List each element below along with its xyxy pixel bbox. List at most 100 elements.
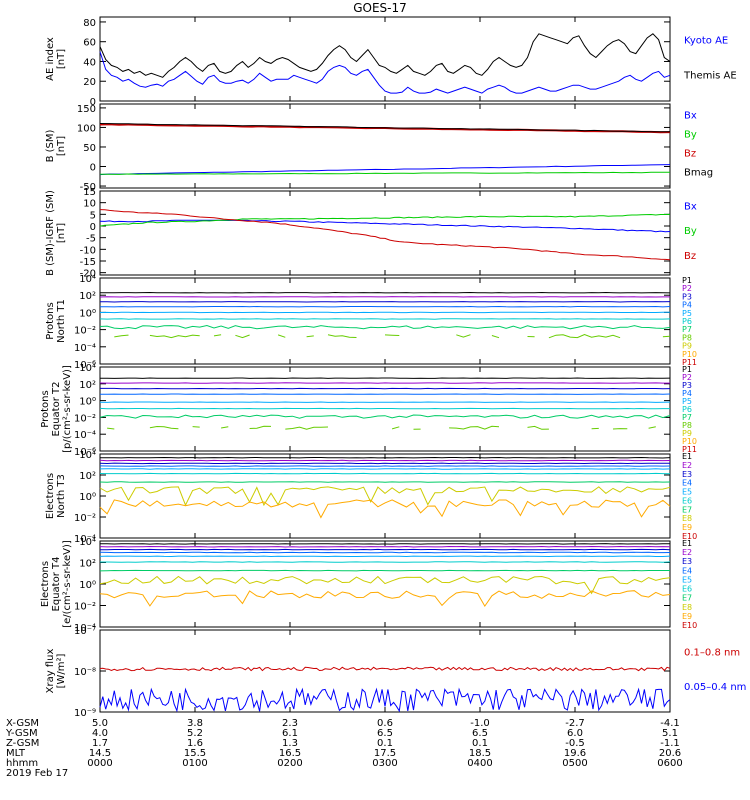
legend-entry: E7 xyxy=(682,594,692,603)
y-tick-label: 10⁻² xyxy=(74,513,96,524)
series-line-channel-9 xyxy=(99,499,671,519)
panel-xray: 10⁻⁷ 10⁻⁸ 10⁻⁹ Xray flux [W/m²] 0.1–0.8 nm 0.0… xyxy=(45,626,746,719)
series-line-channel-7 xyxy=(99,569,670,572)
legend-entry: E6 xyxy=(682,496,692,505)
panel-frame xyxy=(99,453,671,539)
series-line-channel-8 xyxy=(391,426,400,430)
legend-entry: Bx xyxy=(684,110,697,121)
series-line-by xyxy=(99,171,671,175)
y-tick-label: 10⁴ xyxy=(79,537,96,548)
series-line-channel-9 xyxy=(99,590,671,608)
y-tick-label: 10² xyxy=(79,291,96,302)
y-tick-label: 10² xyxy=(79,471,96,482)
y-tick-label: 10⁻² xyxy=(74,413,96,424)
series-line-channel-8 xyxy=(548,333,621,339)
panel-frame xyxy=(99,277,671,365)
legend-entry: P7 xyxy=(682,413,692,422)
xaxis-tick-label: -2.7 xyxy=(565,718,585,729)
legend-entry: P7 xyxy=(682,325,692,334)
y-axis-label: AE index xyxy=(45,37,56,81)
y-axis-label: [W/m²] xyxy=(56,653,67,688)
panel-ae: 0 20 40 60 80 AE index [nT] Kyoto AE Themis AE xyxy=(45,16,737,108)
xaxis-tick-label: 0600 xyxy=(657,758,682,769)
y-tick-label: 10⁻⁴ xyxy=(74,343,96,354)
xaxis-tick-label: 1.3 xyxy=(282,738,298,749)
y-axis-label: [e/(cm²-s-sr-keV)] xyxy=(62,540,73,628)
xaxis-tick-label: 0000 xyxy=(87,758,112,769)
y-tick-label: -50 xyxy=(80,182,96,193)
legend-entry: E2 xyxy=(682,548,692,557)
legend-entry: P2 xyxy=(682,284,692,293)
series-line-channel-8 xyxy=(221,426,229,429)
legend-entry: E4 xyxy=(682,479,692,488)
y-tick-label: 10⁻⁶ xyxy=(74,447,96,458)
legend-entry: P9 xyxy=(682,429,692,438)
legend-entry: P10 xyxy=(682,437,697,446)
legend-entry: E1 xyxy=(682,452,692,461)
xaxis-row-label: Z-GSM xyxy=(6,738,39,749)
xaxis-tick-label: -1.0 xyxy=(470,718,490,729)
y-tick-label: 10² xyxy=(79,559,96,570)
series-line-channel-8 xyxy=(192,426,200,428)
series-line-channel-8 xyxy=(235,334,250,339)
legend-entry: E9 xyxy=(682,612,692,621)
series-line-channel-8 xyxy=(107,427,115,430)
series-line-long xyxy=(99,666,671,672)
legend-entry: P3 xyxy=(682,381,692,390)
y-tick-label: 10⁴ xyxy=(79,274,96,285)
y-axis-label: [nT] xyxy=(56,223,67,243)
y-tick-label: 0 xyxy=(90,163,96,174)
legend-entry: P6 xyxy=(682,317,692,326)
series-line-channel-7 xyxy=(99,324,671,330)
legend-entry: E4 xyxy=(682,566,692,575)
xaxis-tick-label: 0300 xyxy=(372,758,397,769)
y-axis-label: Protons xyxy=(40,390,51,427)
y-tick-label: 15 xyxy=(83,187,96,198)
xaxis-tick-label: 18.5 xyxy=(469,748,491,759)
series-line-channel-8 xyxy=(99,575,671,595)
series-line-channel-4 xyxy=(99,465,671,467)
y-axis-label: Electrons xyxy=(40,561,51,607)
xaxis-tick-label: 5.1 xyxy=(662,728,678,739)
legend-entry: P3 xyxy=(682,292,692,301)
legend-entry: P5 xyxy=(682,397,692,406)
y-axis-label: [nT] xyxy=(56,136,67,156)
y-tick-label: 10⁻⁴ xyxy=(74,623,96,634)
series-line-channel-8 xyxy=(277,334,286,338)
legend-entry: Bz xyxy=(684,149,696,160)
panel-frame xyxy=(99,16,671,102)
y-tick-label: 150 xyxy=(77,104,96,115)
date-label: 2019 Feb 17 xyxy=(6,768,68,779)
xaxis-tick-label: 0.1 xyxy=(377,738,393,749)
y-axis-label: North T1 xyxy=(56,299,67,343)
legend-entry: P5 xyxy=(682,309,692,318)
series-line-by xyxy=(99,213,671,227)
series-line-channel-2 xyxy=(99,545,671,548)
series-line-channel-8 xyxy=(449,425,500,430)
legend-entry: P10 xyxy=(682,350,697,359)
legend-entry: By xyxy=(684,226,697,237)
y-tick-label: 100 xyxy=(77,123,96,134)
series-line-channel-8 xyxy=(527,425,549,430)
xaxis-tick-label: 20.6 xyxy=(659,748,681,759)
y-tick-label: 10⁻⁸ xyxy=(74,667,96,678)
y-tick-label: 10⁻² xyxy=(74,326,96,337)
legend-entry: P11 xyxy=(682,445,697,454)
series-line-channel-1 xyxy=(100,543,671,545)
figure-title: GOES-17 xyxy=(353,1,407,15)
y-tick-label: 5 xyxy=(90,210,96,221)
series-line-channel-1 xyxy=(100,456,671,459)
legend-entry: P1 xyxy=(682,276,692,285)
y-tick-label: 10⁻² xyxy=(74,602,96,613)
legend-entry: P4 xyxy=(682,389,692,398)
y-tick-label: 10⁴ xyxy=(79,450,96,461)
y-tick-label: -5 xyxy=(86,234,96,245)
xaxis-tick-label: -4.1 xyxy=(660,718,680,729)
panel-eequator: 10⁴ 10² 10⁰ 10⁻² 10⁻⁴ Electrons Equator T4 [e/(… xyxy=(40,537,697,634)
y-tick-label: 10 xyxy=(83,199,96,210)
xaxis-row-label: MLT xyxy=(6,748,26,759)
legend-entry: P8 xyxy=(682,421,692,430)
legend-entry: P6 xyxy=(682,405,692,414)
series-line-kyoto-ae xyxy=(99,51,671,94)
xaxis-tick-label: 2.3 xyxy=(282,718,298,729)
